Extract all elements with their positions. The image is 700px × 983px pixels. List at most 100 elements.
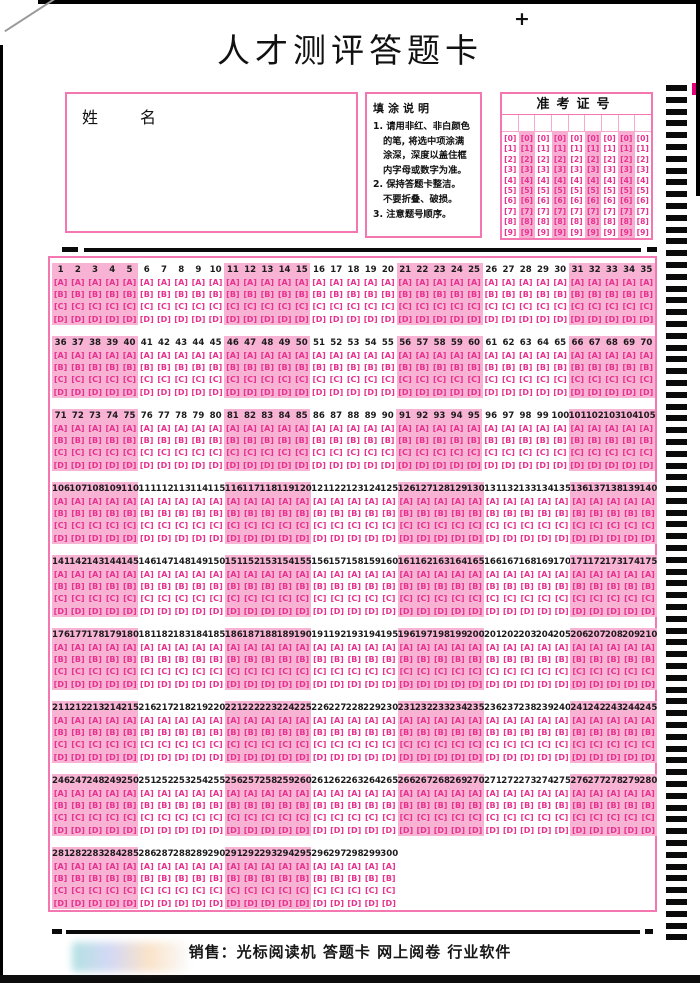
- option-bubble-c[interactable]: [C]: [277, 302, 292, 312]
- option-bubble-c[interactable]: [C]: [209, 813, 223, 823]
- admission-digit-bubble-3[interactable]: [3]: [603, 165, 616, 175]
- option-bubble-d[interactable]: [D]: [485, 533, 500, 543]
- option-bubble-d[interactable]: [D]: [140, 606, 154, 616]
- option-bubble-b[interactable]: [B]: [226, 436, 240, 446]
- option-bubble-b[interactable]: [B]: [53, 509, 68, 519]
- option-bubble-c[interactable]: [C]: [503, 667, 517, 677]
- option-bubble-b[interactable]: [B]: [346, 363, 361, 373]
- option-bubble-b[interactable]: [B]: [140, 801, 154, 811]
- admission-digit-bubble-8[interactable]: [8]: [504, 217, 517, 227]
- option-bubble-d[interactable]: [D]: [208, 460, 223, 470]
- admission-digit-bubble-3[interactable]: [3]: [620, 165, 633, 175]
- option-bubble-d[interactable]: [D]: [554, 825, 569, 835]
- option-bubble-c[interactable]: [C]: [416, 813, 431, 823]
- option-bubble-a[interactable]: [A]: [467, 351, 481, 360]
- option-bubble-d[interactable]: [D]: [70, 460, 85, 470]
- option-bubble-d[interactable]: [D]: [191, 314, 206, 324]
- option-bubble-a[interactable]: [A]: [140, 570, 154, 579]
- admission-digit-bubble-7[interactable]: [7]: [620, 206, 633, 216]
- admission-digit-bubble-4[interactable]: [4]: [620, 175, 633, 185]
- option-bubble-a[interactable]: [A]: [451, 789, 465, 798]
- option-bubble-b[interactable]: [B]: [313, 728, 327, 738]
- option-bubble-d[interactable]: [D]: [415, 460, 430, 470]
- option-bubble-c[interactable]: [C]: [105, 448, 119, 458]
- option-bubble-b[interactable]: [B]: [278, 582, 292, 592]
- option-bubble-c[interactable]: [C]: [347, 740, 361, 750]
- admission-digit-bubble-9[interactable]: [9]: [636, 227, 649, 237]
- option-bubble-c[interactable]: [C]: [295, 740, 310, 750]
- option-bubble-b[interactable]: [B]: [347, 728, 362, 738]
- option-bubble-a[interactable]: [A]: [278, 643, 292, 652]
- option-bubble-a[interactable]: [A]: [415, 424, 429, 433]
- option-bubble-b[interactable]: [B]: [294, 436, 309, 446]
- option-bubble-d[interactable]: [D]: [520, 606, 535, 616]
- option-bubble-b[interactable]: [B]: [261, 582, 275, 592]
- admission-digit-bubble-0[interactable]: [0]: [570, 134, 583, 143]
- option-bubble-a[interactable]: [A]: [605, 278, 619, 287]
- option-bubble-c[interactable]: [C]: [123, 667, 137, 677]
- option-bubble-b[interactable]: [B]: [122, 874, 137, 884]
- option-bubble-c[interactable]: [C]: [313, 594, 327, 604]
- option-bubble-d[interactable]: [D]: [623, 606, 638, 616]
- option-bubble-a[interactable]: [A]: [53, 643, 68, 652]
- option-bubble-a[interactable]: [A]: [330, 716, 344, 725]
- option-bubble-d[interactable]: [D]: [589, 533, 604, 543]
- option-bubble-c[interactable]: [C]: [330, 521, 344, 531]
- option-bubble-b[interactable]: [B]: [226, 582, 241, 592]
- option-bubble-d[interactable]: [D]: [278, 825, 293, 835]
- option-bubble-c[interactable]: [C]: [365, 886, 379, 896]
- option-bubble-c[interactable]: [C]: [88, 667, 102, 677]
- option-bubble-a[interactable]: [A]: [570, 278, 585, 287]
- option-bubble-b[interactable]: [B]: [416, 582, 431, 592]
- option-bubble-b[interactable]: [B]: [587, 290, 602, 300]
- admission-digit-bubble-3[interactable]: [3]: [520, 165, 533, 175]
- option-bubble-d[interactable]: [D]: [501, 460, 516, 470]
- option-bubble-b[interactable]: [B]: [399, 509, 413, 519]
- option-bubble-d[interactable]: [D]: [502, 679, 517, 689]
- option-bubble-a[interactable]: [A]: [226, 643, 241, 652]
- option-bubble-d[interactable]: [D]: [330, 679, 345, 689]
- option-bubble-b[interactable]: [B]: [208, 363, 223, 373]
- option-bubble-b[interactable]: [B]: [364, 801, 379, 811]
- option-bubble-c[interactable]: [C]: [157, 302, 171, 312]
- option-bubble-b[interactable]: [B]: [243, 801, 258, 811]
- option-bubble-b[interactable]: [B]: [346, 436, 361, 446]
- option-bubble-a[interactable]: [A]: [313, 716, 327, 725]
- option-bubble-c[interactable]: [C]: [624, 813, 638, 823]
- option-bubble-b[interactable]: [B]: [157, 290, 171, 300]
- option-bubble-c[interactable]: [C]: [536, 302, 550, 312]
- option-bubble-b[interactable]: [B]: [451, 582, 465, 592]
- option-bubble-d[interactable]: [D]: [381, 606, 396, 616]
- option-bubble-d[interactable]: [D]: [156, 314, 171, 324]
- option-bubble-b[interactable]: [B]: [639, 363, 654, 373]
- option-bubble-b[interactable]: [B]: [88, 874, 102, 884]
- option-bubble-a[interactable]: [A]: [570, 424, 584, 433]
- option-bubble-a[interactable]: [A]: [639, 351, 654, 360]
- admission-digit-bubble-0[interactable]: [0]: [553, 134, 567, 143]
- option-bubble-b[interactable]: [B]: [519, 363, 533, 373]
- option-bubble-a[interactable]: [A]: [382, 862, 396, 871]
- option-bubble-b[interactable]: [B]: [641, 801, 655, 811]
- option-bubble-b[interactable]: [B]: [312, 363, 326, 373]
- option-bubble-c[interactable]: [C]: [416, 740, 431, 750]
- option-bubble-a[interactable]: [A]: [606, 570, 621, 579]
- option-bubble-c[interactable]: [C]: [88, 521, 102, 531]
- option-bubble-d[interactable]: [D]: [451, 533, 465, 543]
- option-bubble-d[interactable]: [D]: [641, 533, 656, 543]
- option-bubble-c[interactable]: [C]: [467, 375, 481, 385]
- option-bubble-a[interactable]: [A]: [554, 716, 569, 725]
- option-bubble-d[interactable]: [D]: [433, 679, 448, 689]
- option-bubble-a[interactable]: [A]: [537, 716, 552, 725]
- option-bubble-a[interactable]: [A]: [157, 570, 172, 579]
- option-bubble-d[interactable]: [D]: [330, 606, 345, 616]
- option-bubble-d[interactable]: [D]: [623, 825, 638, 835]
- option-bubble-b[interactable]: [B]: [191, 290, 206, 300]
- option-bubble-d[interactable]: [D]: [572, 752, 586, 762]
- option-bubble-a[interactable]: [A]: [139, 351, 154, 360]
- option-bubble-a[interactable]: [A]: [71, 570, 85, 579]
- option-bubble-d[interactable]: [D]: [570, 387, 585, 397]
- option-bubble-b[interactable]: [B]: [295, 728, 310, 738]
- option-bubble-a[interactable]: [A]: [553, 278, 567, 287]
- option-bubble-d[interactable]: [D]: [554, 679, 569, 689]
- option-bubble-c[interactable]: [C]: [605, 448, 619, 458]
